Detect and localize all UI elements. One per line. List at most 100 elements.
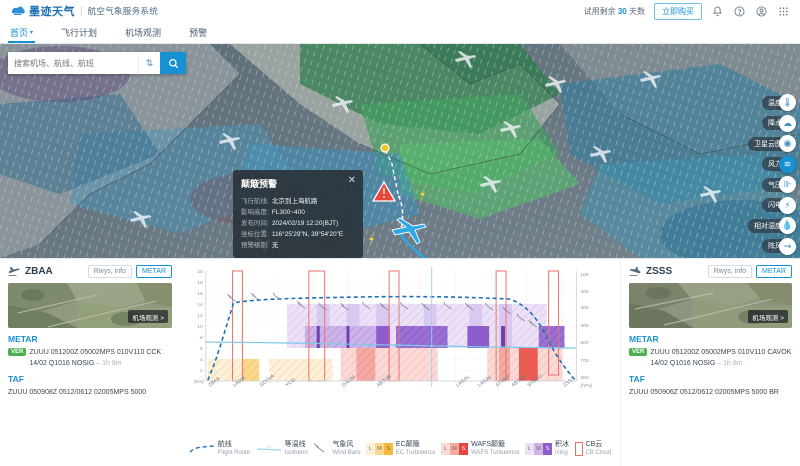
route-tool-icon[interactable]: ⇅ <box>138 52 160 74</box>
popup-row-issued: 发布时间: 2024/02/19 12:20(BJT) <box>241 218 355 229</box>
arrival-metar-button[interactable]: METAR <box>756 265 792 278</box>
wind-icon: ≋ <box>779 155 796 173</box>
layer-precipitation[interactable]: 降水 ☁ <box>762 114 796 132</box>
svg-text:0°C: 0°C <box>394 343 402 348</box>
arrival-airport-thumbnail[interactable]: 机场观测 > <box>629 283 792 328</box>
svg-text:12: 12 <box>197 313 203 319</box>
svg-text:YCG: YCG <box>285 377 297 388</box>
arrival-satellite-image <box>629 283 792 328</box>
layer-gust[interactable]: 阵风 ⇝ <box>762 237 796 255</box>
svg-text:0°C: 0°C <box>267 445 273 449</box>
wafs-level-l: L <box>441 443 451 455</box>
svg-text:200: 200 <box>580 289 588 295</box>
arrival-taf-title: TAF <box>629 374 645 384</box>
brand-logo-icon <box>12 6 25 15</box>
popup-title: 颠簸预警 <box>241 179 278 189</box>
arrival-metar-text-1: ZUUU 051200Z 05002MPS 010V110 CAVOK <box>650 349 792 356</box>
buy-now-button[interactable]: 立即购买 <box>654 2 702 20</box>
popup-label-altitude: 影响高度: <box>241 209 269 216</box>
svg-text:20: 20 <box>197 269 203 275</box>
legend-ec-turbulence-en: EC Turbulence <box>395 450 436 456</box>
layer-wind[interactable]: 风力 ≋ <box>762 155 796 173</box>
legend-wafs-turbulence-cn: WAFS颠簸 <box>471 441 506 448</box>
vertical-cross-section-chart[interactable]: 0°C <box>180 258 620 466</box>
layer-pressure[interactable]: 气压 ⊪ <box>762 176 796 193</box>
trial-days: 30 <box>617 6 627 16</box>
legend-wind-barb-cn: 气象风 <box>332 441 354 448</box>
main-nav: 首页 ▾ 飞行计划 机场观测 预警 <box>0 22 800 44</box>
humidity-icon: 💧 <box>779 217 796 234</box>
departure-airport-panel: ZBAA Rwys, info METAR 机场观测 > <box>0 258 180 466</box>
tab-home-label: 首页 <box>10 28 29 38</box>
departure-metar-button[interactable]: METAR <box>136 265 172 278</box>
layer-temperature[interactable]: 温度 🌡 <box>762 94 796 111</box>
arrival-ver-badge: VER <box>629 348 648 356</box>
brand-name: 墨迹天气 <box>29 6 75 18</box>
wind-barb-layer <box>227 292 557 348</box>
flight-route-icon <box>189 445 214 453</box>
popup-value-level: 无 <box>271 242 279 249</box>
tab-home[interactable]: 首页 ▾ <box>7 26 36 43</box>
departure-metar-text-2: 14/02 Q1016 NOSIG <box>29 360 95 367</box>
wafs-level-s: S <box>459 443 469 455</box>
wafs-turbulence-layer <box>340 348 563 381</box>
arrival-metar-text: ZUUU 051200Z 05002MPS 010V110 CAVOK 14/0… <box>650 347 791 369</box>
user-icon[interactable] <box>755 5 768 18</box>
departure-taf-title: TAF <box>8 374 24 384</box>
layer-satellite-label: 卫星云图 <box>748 136 786 151</box>
departure-plane-icon <box>8 266 20 276</box>
svg-text:14: 14 <box>197 302 203 308</box>
icing-icon: L M S <box>525 443 553 455</box>
legend-icing-en: Icing <box>555 450 568 456</box>
ec-level-m: M <box>374 443 384 455</box>
arrival-header: ZSSS Rwys, info METAR <box>629 265 792 278</box>
legend-ec-turbulence: L M S EC颠簸 EC Turbulence <box>365 440 436 458</box>
arrival-observation-link[interactable]: 机场观测 > <box>748 310 788 323</box>
departure-header: ZBAA Rwys, info METAR <box>8 265 172 278</box>
turbulence-alert-popup[interactable]: 颠簸预警 ✕ 飞行航线: 北京到上海航路 影响高度: FL300~400 发布时… <box>233 170 363 258</box>
popup-value-route: 北京到上海航路 <box>271 198 318 205</box>
weather-map[interactable]: ⇅ 颠簸预警 ✕ 飞行航线: 北京到上海航路 影响高度: FL300~400 发… <box>0 44 800 258</box>
tab-alerts[interactable]: 预警 <box>189 28 208 38</box>
bottom-section: ZBAA Rwys, info METAR 机场观测 > <box>0 258 800 466</box>
wafs-turbulence-icon: L M S <box>441 443 469 455</box>
departure-actions: Rwys, info METAR <box>87 265 172 278</box>
popup-value-issued: 2024/02/19 12:20(BJT) <box>271 220 339 227</box>
layer-satellite[interactable]: 卫星云图 ◉ <box>748 135 796 152</box>
chevron-down-icon: ▾ <box>30 30 34 36</box>
tab-flight-plan[interactable]: 飞行计划 <box>61 28 98 38</box>
departure-metar-line: VER ZUUU 051200Z 05002MPS 010V110 CCK 14… <box>8 347 172 369</box>
close-icon[interactable]: ✕ <box>347 175 356 186</box>
help-icon[interactable] <box>733 5 746 18</box>
svg-text:100: 100 <box>580 272 588 278</box>
apps-icon[interactable] <box>777 5 790 18</box>
departure-metar-ago: – 1h 8m <box>96 360 122 367</box>
cb-cloud-icon <box>574 442 583 456</box>
popup-row-altitude: 影响高度: FL300~400 <box>241 207 355 218</box>
layer-lightning[interactable]: 闪电 ⚡ <box>762 196 796 214</box>
icing-level-m: M <box>534 443 544 455</box>
search-button[interactable] <box>160 52 186 74</box>
bell-icon[interactable] <box>711 5 724 18</box>
arrival-rwys-info-button[interactable]: Rwys, info <box>707 265 753 278</box>
departure-rwys-info-button[interactable]: Rwys, info <box>87 265 133 278</box>
departure-airport-code: ZBAA <box>25 266 53 277</box>
legend-wind-barb-en: Wind Barb <box>332 450 361 456</box>
departure-airport-thumbnail[interactable]: 机场观测 > <box>8 283 172 328</box>
popup-value-altitude: FL300~400 <box>271 209 305 216</box>
layer-humidity[interactable]: 相对湿度 💧 <box>748 217 796 234</box>
legend-flight-route-cn: 航线 <box>217 441 232 448</box>
svg-text:(hPa): (hPa) <box>580 383 592 389</box>
trial-prefix: 试用剩余 <box>583 6 616 16</box>
chart-plot: 0°C <box>194 267 593 389</box>
tab-airport-observation[interactable]: 机场观测 <box>125 28 162 38</box>
search-input[interactable] <box>8 52 138 74</box>
departure-observation-link[interactable]: 机场观测 > <box>128 310 168 323</box>
flight-route-line <box>207 295 577 382</box>
search-bar[interactable]: ⇅ <box>8 52 186 74</box>
wafs-level-m: M <box>450 443 460 455</box>
svg-text:10: 10 <box>197 324 203 330</box>
legend-cb-cloud-en: CB Cloud <box>585 450 612 456</box>
arrival-metar-title: METAR <box>629 334 659 344</box>
legend-icing: L M S 积冰 Icing <box>525 440 569 458</box>
